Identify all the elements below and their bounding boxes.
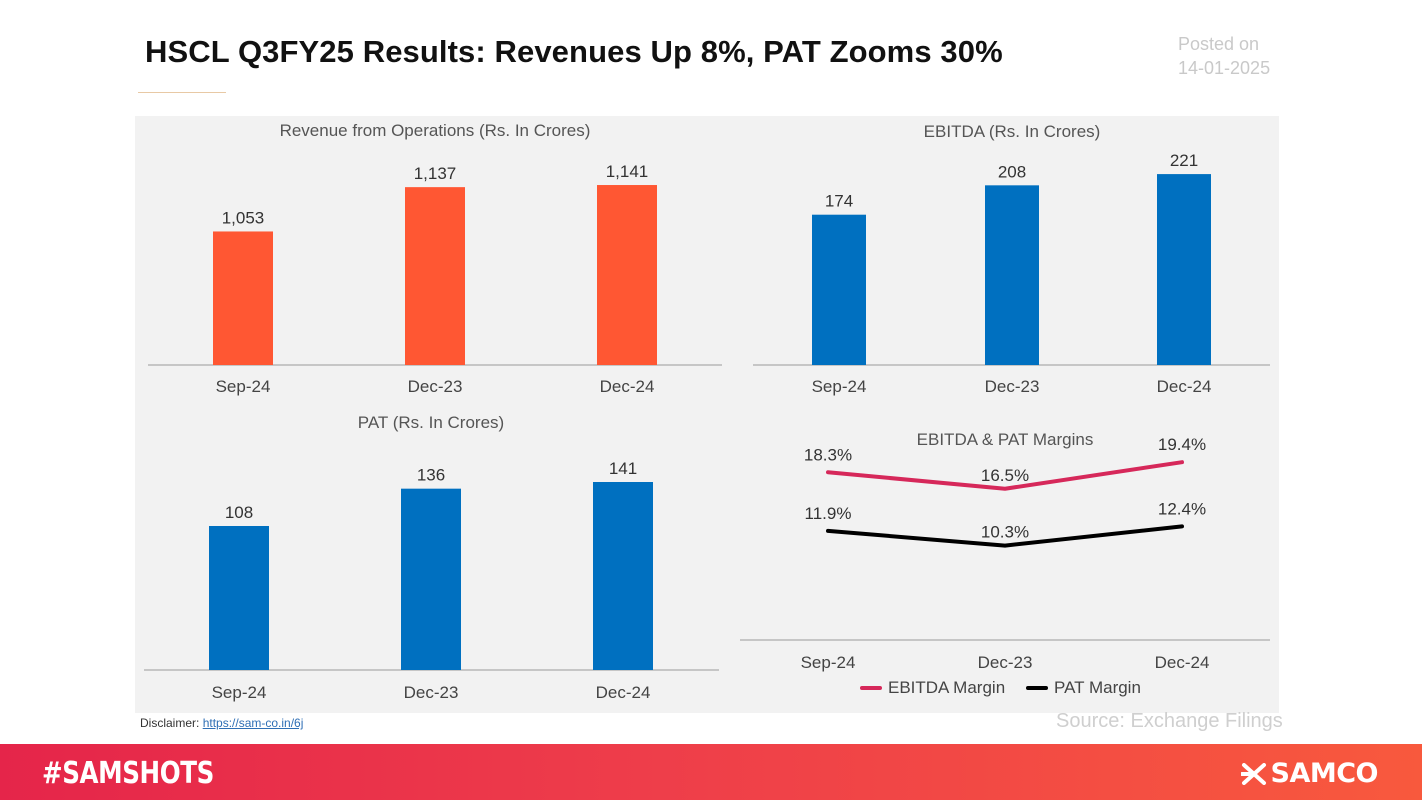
legend-label-ebitda: EBITDA Margin xyxy=(888,678,1006,697)
ebitda-margin-data-label-2: 16.5% xyxy=(981,466,1029,485)
brand-name: SAMCO xyxy=(1270,758,1379,789)
disclaimer-label: Disclaimer: xyxy=(140,716,200,730)
chart-panel xyxy=(135,116,1279,713)
posted-date: Posted on 14-01-2025 xyxy=(1178,32,1270,80)
hashtag: #SAMSHOTS xyxy=(42,756,214,791)
revenue-tick-label-1: Sep-24 xyxy=(216,377,271,396)
pat-data-label-2: 136 xyxy=(417,466,445,485)
margins-tick-label-1: Sep-24 xyxy=(801,653,856,672)
margins-chart-title: EBITDA & PAT Margins xyxy=(917,430,1094,449)
ebitda-margin-point-2 xyxy=(1003,487,1007,491)
samco-logo-icon xyxy=(1239,758,1267,789)
revenue-data-label-1: 1,053 xyxy=(222,208,265,227)
pat-bar-3 xyxy=(593,482,653,670)
revenue-bar-3 xyxy=(597,185,657,365)
pat-bar-2 xyxy=(401,488,461,670)
legend-swatch-pat xyxy=(1026,686,1048,690)
posted-date-value: 14-01-2025 xyxy=(1178,58,1271,78)
legend-pat-margin: PAT Margin xyxy=(1026,678,1141,698)
pat-margin-point-3 xyxy=(1180,524,1184,528)
ebitda-data-label-3: 221 xyxy=(1170,151,1198,170)
source-note: Source: Exchange Filings xyxy=(1056,710,1283,732)
page-title: HSCL Q3FY25 Results: Revenues Up 8%, PAT… xyxy=(145,34,1003,69)
pat-data-label-3: 141 xyxy=(609,459,637,478)
pat-data-label-1: 108 xyxy=(225,503,253,522)
legend-swatch-ebitda xyxy=(860,686,882,690)
pat-margin-data-label-2: 10.3% xyxy=(981,523,1029,542)
pat-tick-label-3: Dec-24 xyxy=(596,683,651,702)
pat-margin-point-1 xyxy=(826,529,830,533)
title-underline xyxy=(138,92,226,93)
disclaimer-link[interactable]: https://sam-co.in/6j xyxy=(202,716,304,730)
margins-tick-label-3: Dec-24 xyxy=(1155,653,1210,672)
revenue-data-label-3: 1,141 xyxy=(606,162,649,181)
revenue-data-label-2: 1,137 xyxy=(414,164,457,183)
pat-margin-data-label-3: 12.4% xyxy=(1158,499,1206,518)
legend-ebitda-margin: EBITDA Margin xyxy=(860,678,1005,698)
ebitda-data-label-1: 174 xyxy=(825,192,853,211)
ebitda-tick-label-2: Dec-23 xyxy=(985,377,1040,396)
posted-label: Posted on xyxy=(1178,34,1260,54)
footer-banner: #SAMSHOTS SAMCO xyxy=(0,744,1422,800)
revenue-tick-label-2: Dec-23 xyxy=(408,377,463,396)
ebitda-bar-1 xyxy=(812,214,866,365)
revenue-tick-label-3: Dec-24 xyxy=(600,377,655,396)
ebitda-data-label-2: 208 xyxy=(998,162,1026,181)
revenue-chart-title: Revenue from Operations (Rs. In Crores) xyxy=(280,121,591,140)
ebitda-margin-data-label-1: 18.3% xyxy=(804,445,852,464)
pat-chart-title: PAT (Rs. In Crores) xyxy=(358,413,504,432)
pat-tick-label-2: Dec-23 xyxy=(404,683,459,702)
ebitda-margin-data-label-3: 19.4% xyxy=(1158,435,1206,454)
brand-logo: SAMCO xyxy=(1239,758,1379,789)
disclaimer: Disclaimer: https://sam-co.in/6j xyxy=(140,716,303,730)
ebitda-margin-point-3 xyxy=(1180,460,1184,464)
margins-tick-label-2: Dec-23 xyxy=(978,653,1033,672)
revenue-bar-2 xyxy=(405,187,465,365)
ebitda-bar-3 xyxy=(1157,174,1211,365)
pat-margin-point-2 xyxy=(1003,544,1007,548)
legend-label-pat: PAT Margin xyxy=(1054,678,1141,697)
ebitda-tick-label-1: Sep-24 xyxy=(812,377,867,396)
pat-margin-data-label-1: 11.9% xyxy=(805,504,852,523)
pat-bar-1 xyxy=(209,526,269,670)
pat-tick-label-1: Sep-24 xyxy=(212,683,267,702)
ebitda-margin-point-1 xyxy=(826,470,830,474)
ebitda-tick-label-3: Dec-24 xyxy=(1157,377,1212,396)
ebitda-chart-title: EBITDA (Rs. In Crores) xyxy=(924,122,1101,141)
ebitda-bar-2 xyxy=(985,185,1039,365)
revenue-bar-1 xyxy=(213,231,273,365)
